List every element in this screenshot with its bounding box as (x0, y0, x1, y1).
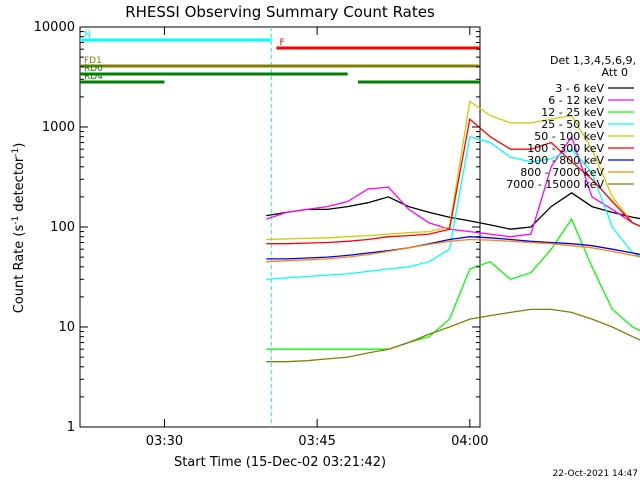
series-line-2 (266, 217, 640, 350)
series-line-4 (266, 100, 640, 241)
legend-label-0: 3 - 6 keV (555, 82, 604, 95)
state-bars: NFFD1FD2RD0RD4 (80, 30, 480, 84)
x-tick-label-0: 03:30 (146, 434, 183, 449)
legend-label-4: 50 - 100 keV (534, 130, 604, 143)
legend-header-line1: Det 1,3,4,5,6,9, (550, 54, 636, 67)
state-bar-label-RD0: RD0 (84, 64, 103, 74)
plot-frame (79, 26, 481, 428)
state-bar-label-N: N (84, 30, 91, 40)
y-axis-label: Count Rate (s-1 detector-1) (11, 143, 27, 314)
y-tick-label-1: 10 (58, 320, 75, 335)
y-tick-label-0: 1 (67, 420, 75, 435)
state-bar-label-RD4: RD4 (84, 72, 103, 82)
y-tick-label-4: 10000 (34, 20, 75, 35)
x-tick-label-1: 03:45 (298, 434, 335, 449)
plot-area (79, 26, 640, 428)
series-line-8 (266, 308, 640, 363)
legend-label-7: 800 - 7000 keV (520, 166, 604, 179)
series-line-7 (266, 238, 640, 263)
legend-label-1: 6 - 12 keV (548, 94, 604, 107)
y-tick-label-3: 1000 (42, 120, 75, 135)
legend-label-6: 300 - 800 keV (527, 154, 604, 167)
x-axis-ticks: 03:30 03:45 04:00 (146, 27, 489, 449)
legend-header-line2: Att 0 (602, 66, 628, 79)
series-line-6 (266, 236, 640, 260)
legend-label-3: 25 - 50 keV (541, 118, 604, 131)
y-tick-label-2: 100 (50, 220, 75, 235)
legend-label-5: 100 - 300 keV (527, 142, 604, 155)
footer-date: 22-Oct-2021 14:47 (553, 469, 638, 479)
series-line-0 (266, 192, 640, 230)
legend-label-8: 7000 - 15000 keV (506, 178, 604, 191)
series-line-3 (266, 135, 640, 280)
y-axis-ticks: 1 10 100 1000 10000 (34, 20, 480, 435)
chart-title: RHESSI Observing Summary Count Rates (125, 3, 435, 21)
x-axis-label: Start Time (15-Dec-02 03:21:42) (174, 455, 386, 470)
state-bar-label-FD1: FD1 (84, 56, 102, 66)
x-tick-label-2: 04:00 (451, 434, 488, 449)
state-bar-label-F: F (279, 38, 284, 48)
series-line-5 (266, 117, 640, 245)
series-line-1 (266, 135, 640, 238)
legend-label-2: 12 - 25 keV (541, 106, 604, 119)
